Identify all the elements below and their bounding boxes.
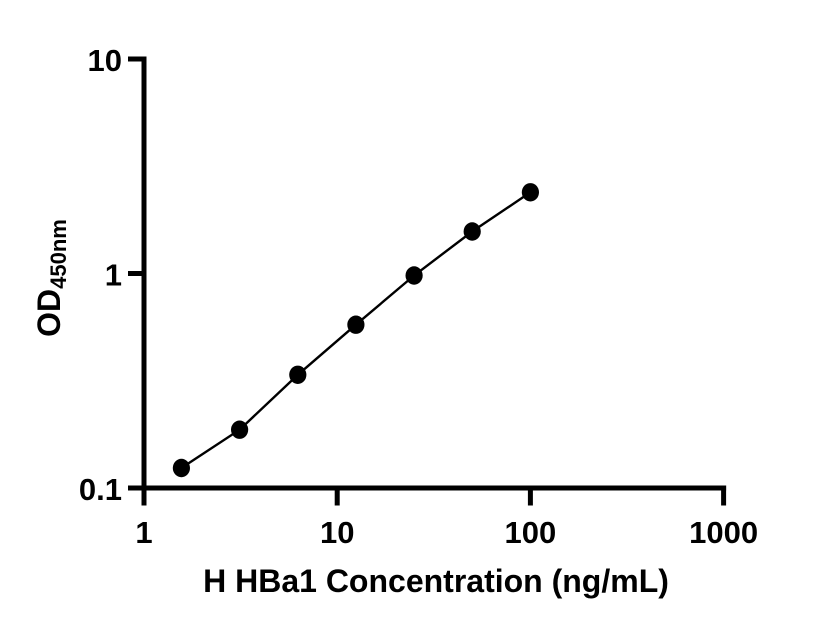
y-tick-label: 0.1 xyxy=(79,472,122,507)
data-point xyxy=(231,420,249,439)
x-tick-label: 1 xyxy=(135,515,152,550)
data-point xyxy=(172,458,190,478)
y-axis-title: OD450nm xyxy=(31,219,71,337)
data-point xyxy=(405,266,423,285)
x-axis-title: H HBa1 Concentration (ng/mL) xyxy=(203,563,669,599)
y-axis-title-main: OD xyxy=(31,289,67,337)
data-point xyxy=(347,315,365,334)
data-point xyxy=(521,183,540,202)
axes-layer: 0.1 1 10 1 10 100 1000 xyxy=(79,43,758,550)
data-point xyxy=(463,222,481,241)
series-layer xyxy=(172,183,540,478)
y-tick-label: 1 xyxy=(105,258,122,293)
data-point xyxy=(289,365,307,384)
x-tick-label: 100 xyxy=(505,515,557,550)
x-tick-label: 10 xyxy=(320,515,354,550)
y-axis-title-subscript: 450nm xyxy=(46,219,71,289)
y-tick-label: 10 xyxy=(88,43,122,78)
x-tick-label: 1000 xyxy=(689,515,758,550)
